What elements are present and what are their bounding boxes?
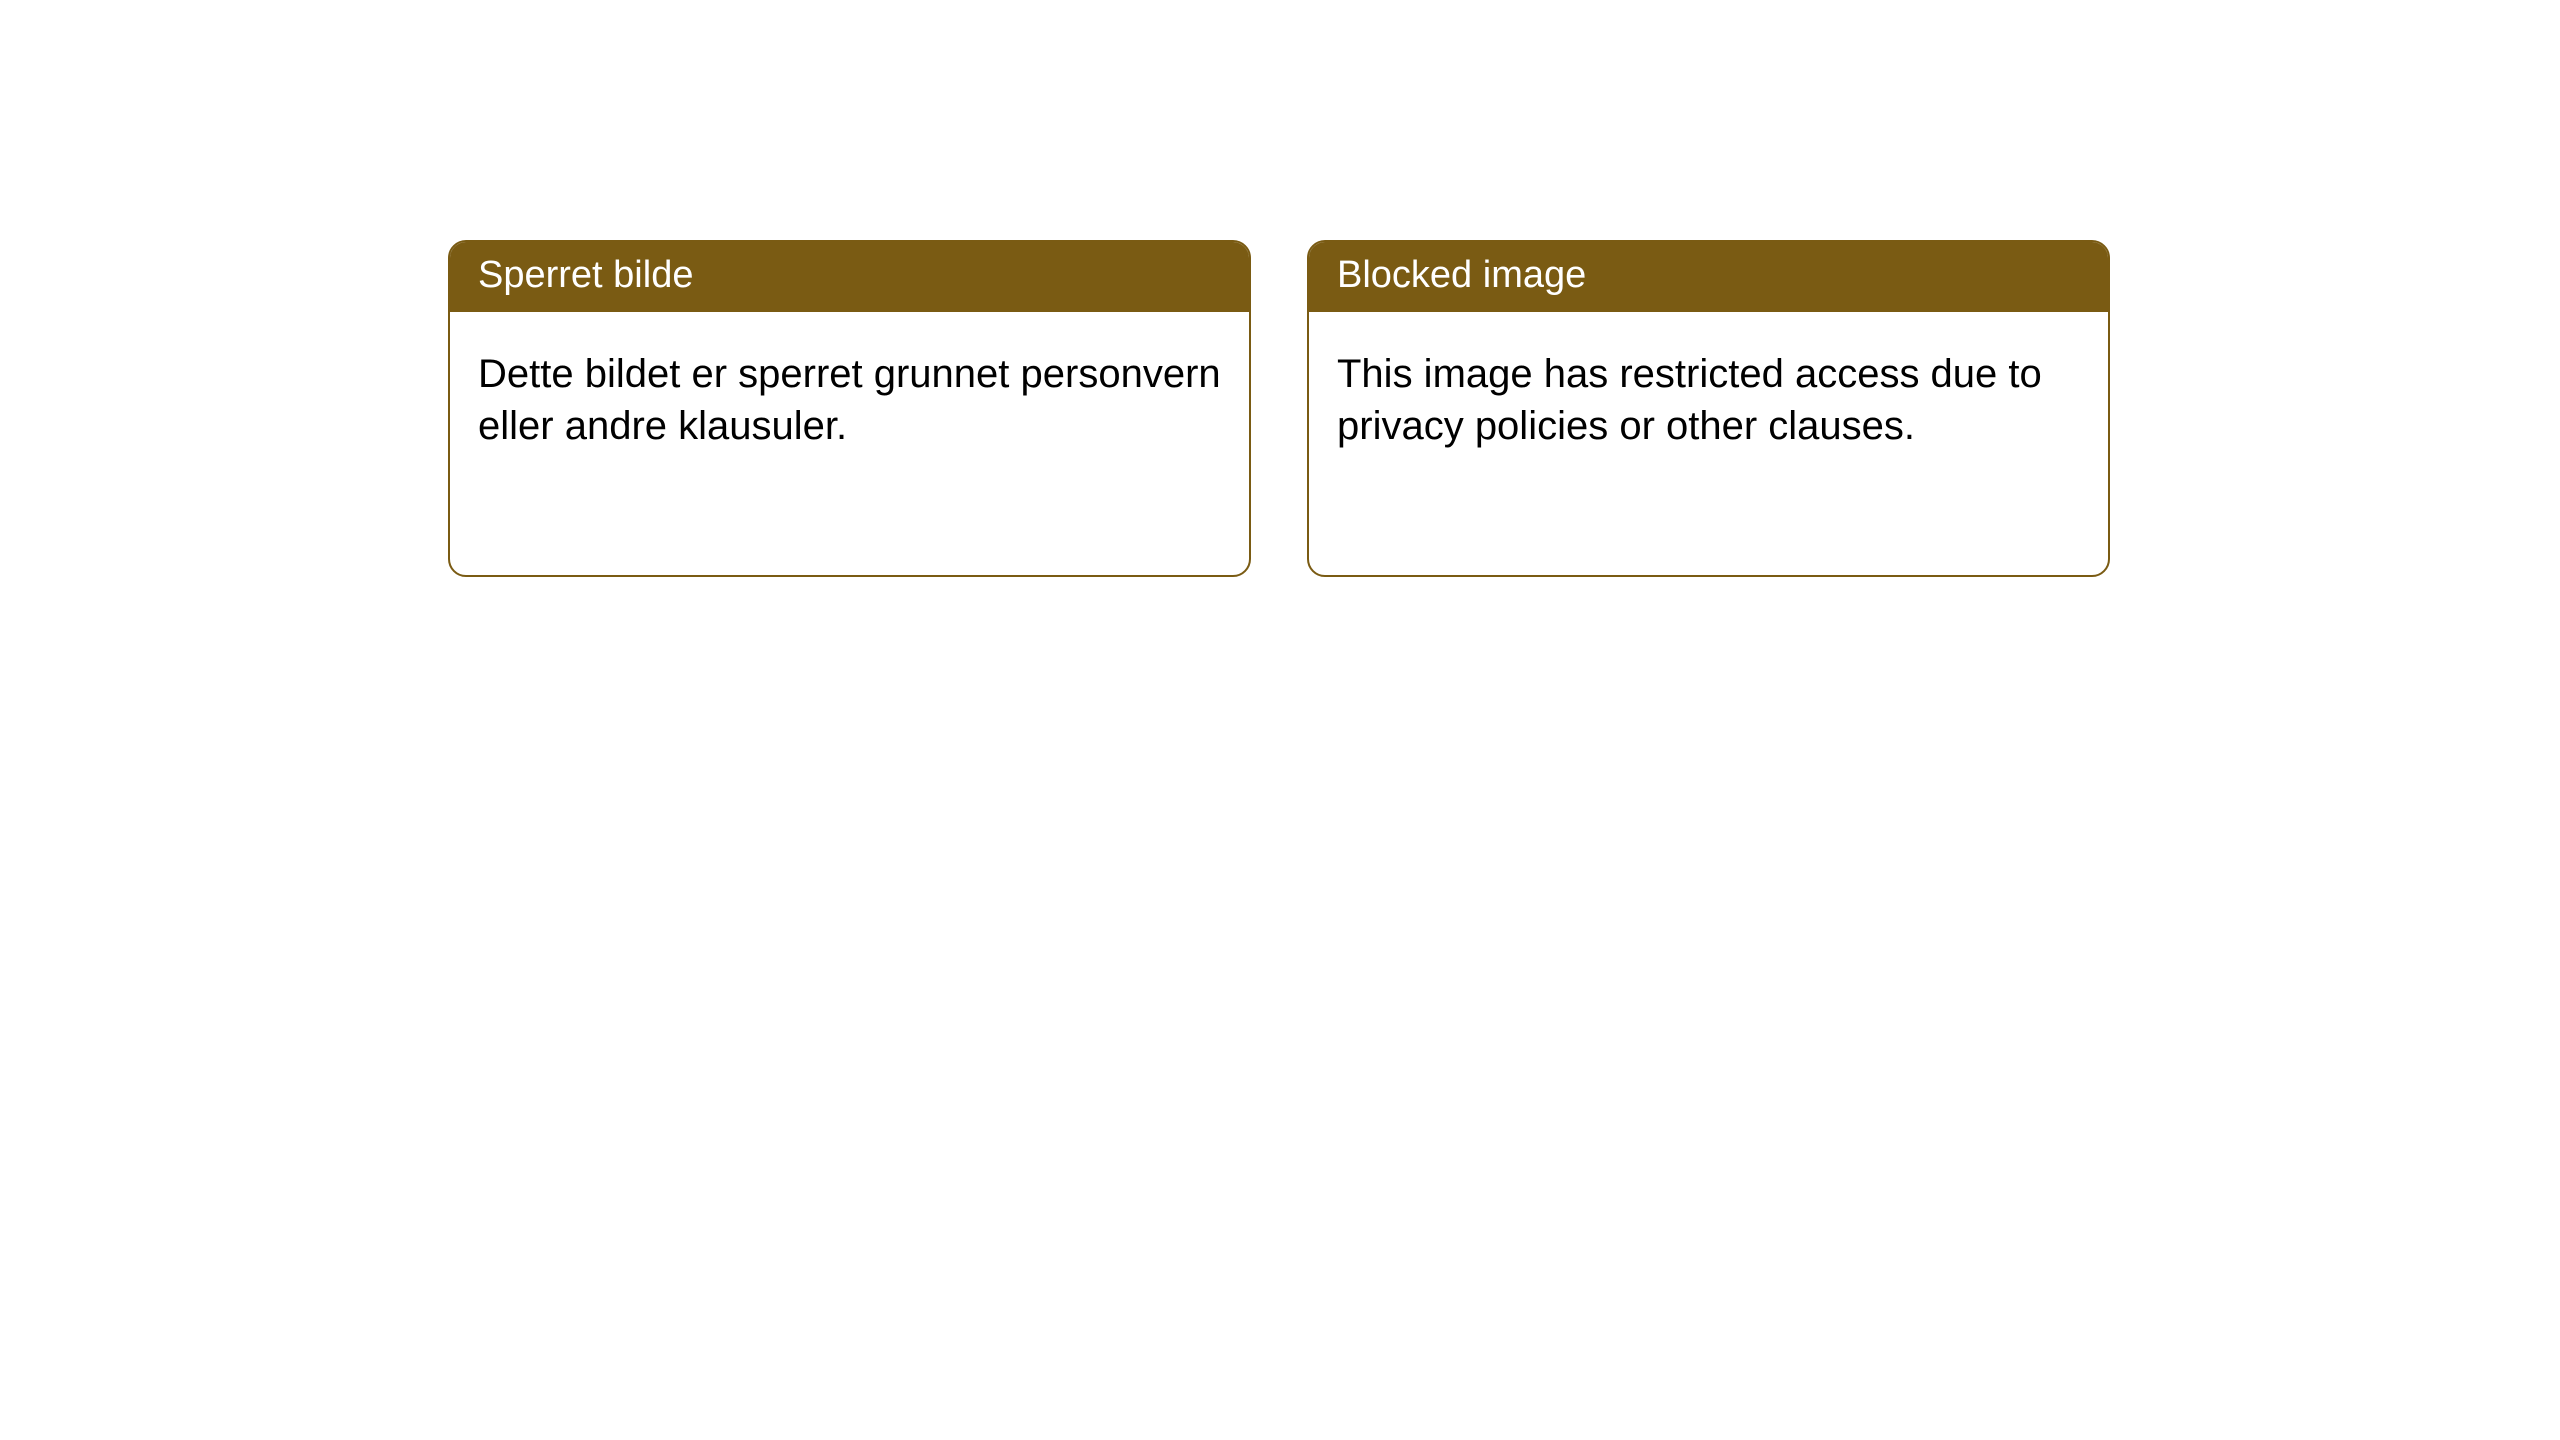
notice-cards-container: Sperret bilde Dette bildet er sperret gr… bbox=[0, 0, 2560, 577]
notice-card-english: Blocked image This image has restricted … bbox=[1307, 240, 2110, 577]
card-body: This image has restricted access due to … bbox=[1309, 312, 2108, 480]
card-header: Blocked image bbox=[1309, 242, 2108, 312]
card-body: Dette bildet er sperret grunnet personve… bbox=[450, 312, 1249, 480]
card-header: Sperret bilde bbox=[450, 242, 1249, 312]
notice-card-norwegian: Sperret bilde Dette bildet er sperret gr… bbox=[448, 240, 1251, 577]
